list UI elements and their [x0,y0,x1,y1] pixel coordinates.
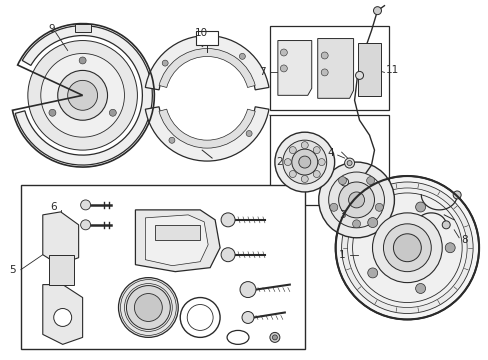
Circle shape [282,140,326,184]
Bar [269,115,388,205]
Circle shape [313,147,320,154]
Circle shape [280,49,287,56]
Circle shape [54,309,72,327]
Circle shape [393,234,421,262]
Polygon shape [42,285,82,345]
Circle shape [347,188,466,307]
Text: 8: 8 [460,235,467,245]
Circle shape [338,182,374,218]
Circle shape [284,159,291,166]
Circle shape [274,132,334,192]
Bar [269,26,388,110]
Circle shape [67,80,98,110]
Circle shape [352,220,360,228]
Bar [155,225,200,240]
Circle shape [126,285,170,329]
Bar [49,255,74,285]
Circle shape [280,65,287,72]
Circle shape [301,176,307,183]
Circle shape [338,177,346,185]
Circle shape [383,224,430,272]
Text: 5: 5 [9,265,16,275]
Circle shape [109,109,116,116]
Wedge shape [15,26,152,165]
Circle shape [289,171,296,177]
Circle shape [452,191,460,199]
Circle shape [346,161,351,166]
Circle shape [313,171,320,177]
Circle shape [269,332,279,342]
Circle shape [344,158,354,168]
Circle shape [328,172,384,228]
Circle shape [41,54,124,137]
Circle shape [272,335,277,340]
Circle shape [168,137,175,143]
Bar [21,185,304,349]
Circle shape [321,52,327,59]
Circle shape [242,311,253,323]
Circle shape [49,109,56,116]
Polygon shape [357,42,381,96]
Circle shape [239,53,245,59]
Circle shape [415,202,425,212]
Circle shape [291,149,317,175]
Circle shape [221,248,235,262]
Wedge shape [145,107,268,161]
Circle shape [366,177,374,185]
Text: 10: 10 [194,28,207,37]
Wedge shape [159,109,255,148]
Circle shape [289,147,296,154]
Circle shape [81,200,90,210]
Circle shape [221,213,235,227]
Polygon shape [42,212,79,265]
Text: 4: 4 [326,148,333,158]
Circle shape [329,203,337,211]
Circle shape [301,141,307,149]
Circle shape [375,203,383,211]
Circle shape [118,278,178,337]
Text: 3: 3 [338,210,345,220]
Circle shape [373,7,381,15]
Polygon shape [317,39,353,98]
Circle shape [348,192,364,208]
Polygon shape [277,41,311,95]
Circle shape [318,159,325,166]
Circle shape [245,131,252,136]
Text: 1: 1 [338,250,345,260]
Text: 6: 6 [50,202,57,212]
Text: 9: 9 [49,24,55,33]
Text: 7: 7 [259,67,265,77]
Circle shape [441,221,449,229]
Circle shape [340,178,348,186]
Circle shape [240,282,255,298]
Circle shape [58,71,107,120]
Circle shape [367,268,377,278]
Circle shape [28,41,137,150]
Polygon shape [135,210,220,272]
Text: 11: 11 [385,66,398,76]
Circle shape [355,71,363,80]
Circle shape [415,283,425,293]
Circle shape [372,213,441,283]
Circle shape [81,220,90,230]
Circle shape [367,217,377,228]
Wedge shape [159,49,255,87]
Bar [75,24,90,32]
Circle shape [134,293,162,321]
Circle shape [318,162,394,238]
Circle shape [444,243,454,253]
Wedge shape [145,36,268,90]
Polygon shape [145,215,208,266]
Text: 2: 2 [276,157,282,167]
Circle shape [162,60,168,66]
Circle shape [341,182,472,314]
Bar [196,31,218,45]
Circle shape [335,176,478,319]
Circle shape [321,69,327,76]
Circle shape [79,57,86,64]
Circle shape [298,156,310,168]
